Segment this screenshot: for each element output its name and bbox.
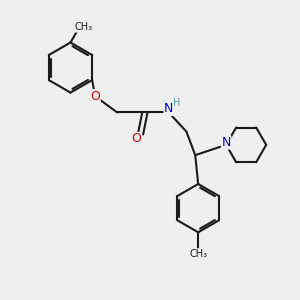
Text: O: O bbox=[90, 90, 100, 103]
Text: O: O bbox=[131, 133, 141, 146]
Text: N: N bbox=[221, 136, 231, 149]
Text: H: H bbox=[173, 98, 181, 108]
Text: N: N bbox=[164, 102, 173, 116]
Text: CH₃: CH₃ bbox=[75, 22, 93, 32]
Text: CH₃: CH₃ bbox=[189, 249, 207, 259]
